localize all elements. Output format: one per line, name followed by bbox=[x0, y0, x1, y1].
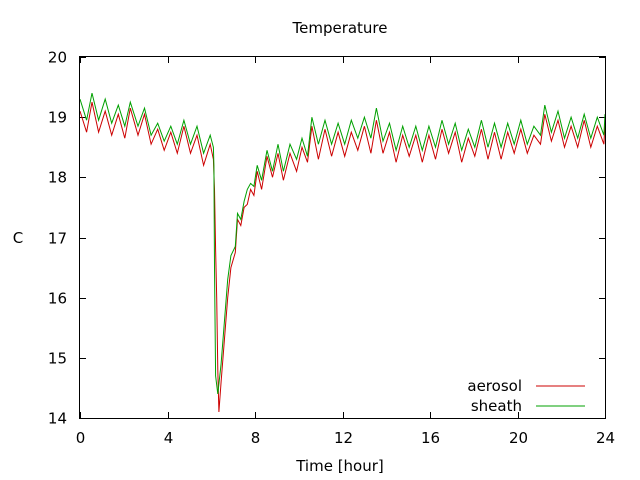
y-tick-label: 19 bbox=[48, 109, 67, 127]
axis-ticks: 0 4 8 12 16 20 24 14 15 16 17 18 19 20 bbox=[48, 49, 615, 448]
y-tick-label: 18 bbox=[48, 169, 67, 187]
y-tick-label: 14 bbox=[48, 410, 67, 428]
y-axis-label: C bbox=[13, 229, 23, 247]
y-tick-label: 15 bbox=[48, 350, 67, 368]
y-tick-label: 17 bbox=[48, 230, 67, 248]
legend-label-aerosol: aerosol bbox=[467, 377, 522, 395]
y-tick-label: 16 bbox=[48, 290, 67, 308]
legend-label-sheath: sheath bbox=[471, 397, 522, 415]
plot-frame bbox=[79, 56, 606, 419]
series-line-aerosol bbox=[79, 101, 606, 413]
x-tick-label: 24 bbox=[596, 429, 615, 447]
x-tick-label: 8 bbox=[251, 429, 261, 447]
series-lines bbox=[79, 92, 606, 413]
x-axis-label: Time [hour] bbox=[295, 457, 384, 475]
x-tick-label: 12 bbox=[334, 429, 353, 447]
legend: aerosol sheath bbox=[467, 377, 585, 415]
x-tick-label: 20 bbox=[509, 429, 528, 447]
series-line-sheath bbox=[79, 92, 606, 394]
x-tick-label: 0 bbox=[76, 429, 86, 447]
y-tick-label: 20 bbox=[48, 49, 67, 67]
x-tick-label: 16 bbox=[421, 429, 440, 447]
chart-title: Temperature bbox=[291, 19, 387, 37]
x-tick-label: 4 bbox=[164, 429, 174, 447]
